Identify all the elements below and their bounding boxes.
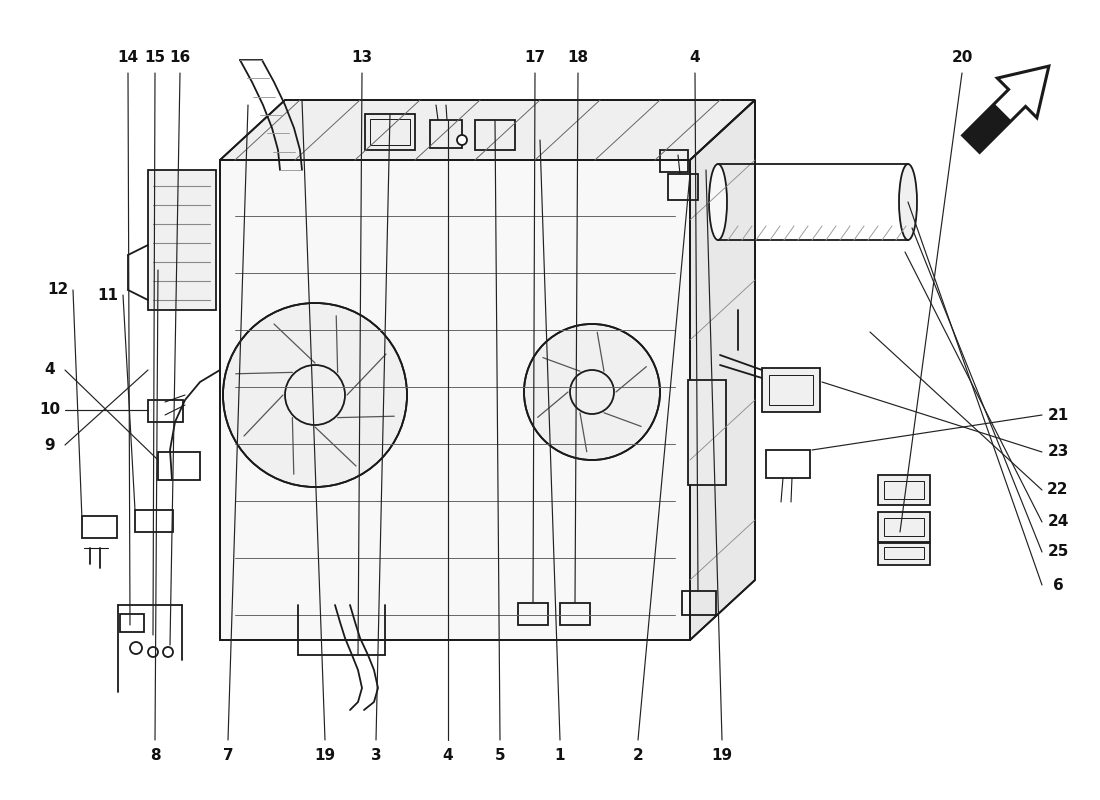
Text: 3: 3 [371,747,382,762]
Bar [878,543,930,565]
Polygon shape [962,103,1011,152]
Text: 17: 17 [525,50,546,66]
Bar [475,120,515,150]
Bar [762,368,820,412]
Text: 6: 6 [1053,578,1064,593]
Text: 7: 7 [222,747,233,762]
Text: 4: 4 [442,747,453,762]
Text: 24: 24 [1047,514,1069,530]
Bar [884,481,924,499]
Text: 18: 18 [568,50,588,66]
Bar [682,591,716,615]
Ellipse shape [710,164,727,240]
Text: 8: 8 [150,747,161,762]
Bar [518,603,548,625]
Bar [878,475,930,505]
Bar [878,512,930,542]
Polygon shape [220,100,755,160]
Text: 2: 2 [632,747,644,762]
Bar [135,510,173,532]
Text: 19: 19 [315,747,336,762]
Circle shape [148,647,158,657]
Bar [148,170,216,310]
Text: 1: 1 [554,747,565,762]
Text: 11: 11 [98,287,119,302]
Polygon shape [962,66,1049,152]
Bar [766,450,810,478]
Circle shape [223,303,407,487]
Ellipse shape [899,164,917,240]
Bar [660,150,688,172]
Text: 20: 20 [952,50,972,66]
Bar [82,516,117,538]
Bar [365,114,415,150]
Bar [148,400,183,422]
Bar [769,375,813,405]
Bar [430,120,462,148]
Circle shape [524,324,660,460]
Text: 14: 14 [118,50,139,66]
Text: 4: 4 [45,362,55,378]
Text: 16: 16 [169,50,190,66]
Text: 15: 15 [144,50,166,66]
Text: 21: 21 [1047,407,1068,422]
Bar [158,452,200,480]
Text: 23: 23 [1047,445,1069,459]
Text: 13: 13 [351,50,373,66]
Bar [884,518,924,536]
Bar [884,547,924,559]
Text: 22: 22 [1047,482,1069,498]
Text: 19: 19 [712,747,733,762]
Text: 5: 5 [495,747,505,762]
Polygon shape [690,100,755,640]
Text: 9: 9 [45,438,55,453]
Circle shape [456,135,468,145]
Polygon shape [220,160,690,640]
Circle shape [163,647,173,657]
Circle shape [130,642,142,654]
Bar [560,603,590,625]
Text: 10: 10 [40,402,60,418]
Bar [370,119,410,145]
Bar [688,380,726,485]
Text: 25: 25 [1047,545,1069,559]
Bar [120,614,144,632]
Text: 12: 12 [47,282,68,298]
Text: 4: 4 [690,50,701,66]
Bar [668,174,698,200]
